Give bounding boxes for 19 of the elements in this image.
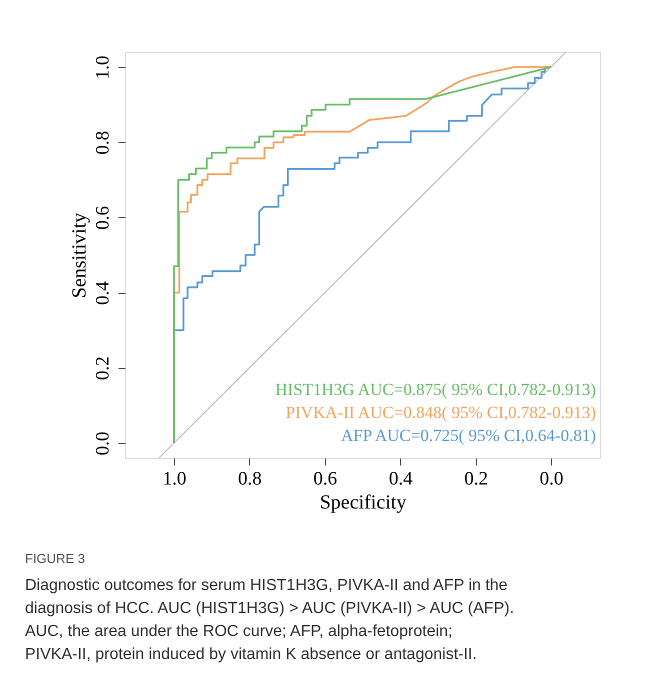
y-tick-label: 0.6: [92, 206, 114, 230]
x-tick-label: 0.8: [238, 468, 262, 490]
x-tick-label: 0.6: [313, 468, 338, 490]
x-tick-label: 0.4: [388, 468, 414, 490]
text: PIVKA-II AUC=0.848( 95% CI,0.782-0.913): [286, 403, 596, 422]
y-tick-label: 0.8: [92, 130, 114, 155]
x-tick-label: 0.0: [540, 468, 564, 490]
text: AFP AUC=0.725( 95% CI,0.64-0.81): [341, 426, 596, 445]
x-tick-label: 0.2: [464, 468, 488, 490]
y-tick-label: 1.0: [92, 56, 114, 80]
y-axis-title: Sensitivity: [68, 212, 90, 298]
text: HIST1H3G AUC=0.875( 95% CI,0.782-0.913): [275, 380, 596, 399]
x-tick-label: 1.0: [162, 468, 186, 490]
text: Diagnostic outcomes for serum HIST1H3G, PIVKA-II and AFP in the diagnosis of HCC. AUC (HIST1H3G) > AUC (PIVKA-II) > AUC (AFP). AUC, the area under the ROC curve; AFP, alpha-fetoprotein; PIVKA-II, protein induced by vitamin K absence or antagonist-II.: [25, 577, 514, 663]
y-tick-label: 0.2: [92, 356, 114, 380]
y-tick-label: 0.4: [92, 280, 114, 305]
y-tick-label: 0.0: [92, 432, 114, 456]
caption: FIGURE 3: [25, 551, 85, 566]
x-axis-title: Specificity: [320, 492, 406, 514]
